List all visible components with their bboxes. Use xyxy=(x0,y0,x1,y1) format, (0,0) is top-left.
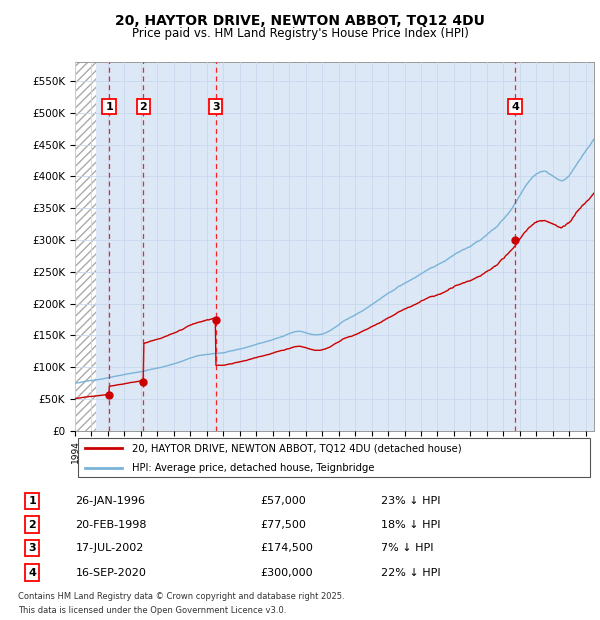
Text: HPI: Average price, detached house, Teignbridge: HPI: Average price, detached house, Teig… xyxy=(132,463,374,473)
Text: 17-JUL-2002: 17-JUL-2002 xyxy=(76,543,144,553)
Text: 3: 3 xyxy=(212,102,220,112)
Text: Price paid vs. HM Land Registry's House Price Index (HPI): Price paid vs. HM Land Registry's House … xyxy=(131,27,469,40)
Text: 1: 1 xyxy=(105,102,113,112)
Text: 1: 1 xyxy=(29,496,36,506)
Text: 20, HAYTOR DRIVE, NEWTON ABBOT, TQ12 4DU: 20, HAYTOR DRIVE, NEWTON ABBOT, TQ12 4DU xyxy=(115,14,485,28)
Text: 7% ↓ HPI: 7% ↓ HPI xyxy=(381,543,433,553)
Text: Contains HM Land Registry data © Crown copyright and database right 2025.: Contains HM Land Registry data © Crown c… xyxy=(18,592,344,601)
Text: 2: 2 xyxy=(139,102,147,112)
Text: £174,500: £174,500 xyxy=(260,543,313,553)
Text: £300,000: £300,000 xyxy=(260,567,313,578)
Text: 26-JAN-1996: 26-JAN-1996 xyxy=(76,496,146,506)
Text: 20, HAYTOR DRIVE, NEWTON ABBOT, TQ12 4DU (detached house): 20, HAYTOR DRIVE, NEWTON ABBOT, TQ12 4DU… xyxy=(132,443,462,453)
Text: 18% ↓ HPI: 18% ↓ HPI xyxy=(381,520,440,529)
Text: 23% ↓ HPI: 23% ↓ HPI xyxy=(381,496,440,506)
Text: 4: 4 xyxy=(511,102,519,112)
Text: £77,500: £77,500 xyxy=(260,520,306,529)
Text: 16-SEP-2020: 16-SEP-2020 xyxy=(76,567,146,578)
Text: This data is licensed under the Open Government Licence v3.0.: This data is licensed under the Open Gov… xyxy=(18,606,286,616)
Text: 4: 4 xyxy=(28,567,37,578)
Text: 20-FEB-1998: 20-FEB-1998 xyxy=(76,520,147,529)
Bar xyxy=(75,62,97,431)
Text: £57,000: £57,000 xyxy=(260,496,305,506)
Text: 3: 3 xyxy=(29,543,36,553)
FancyBboxPatch shape xyxy=(77,438,590,477)
Text: 22% ↓ HPI: 22% ↓ HPI xyxy=(381,567,440,578)
Text: 2: 2 xyxy=(29,520,36,529)
